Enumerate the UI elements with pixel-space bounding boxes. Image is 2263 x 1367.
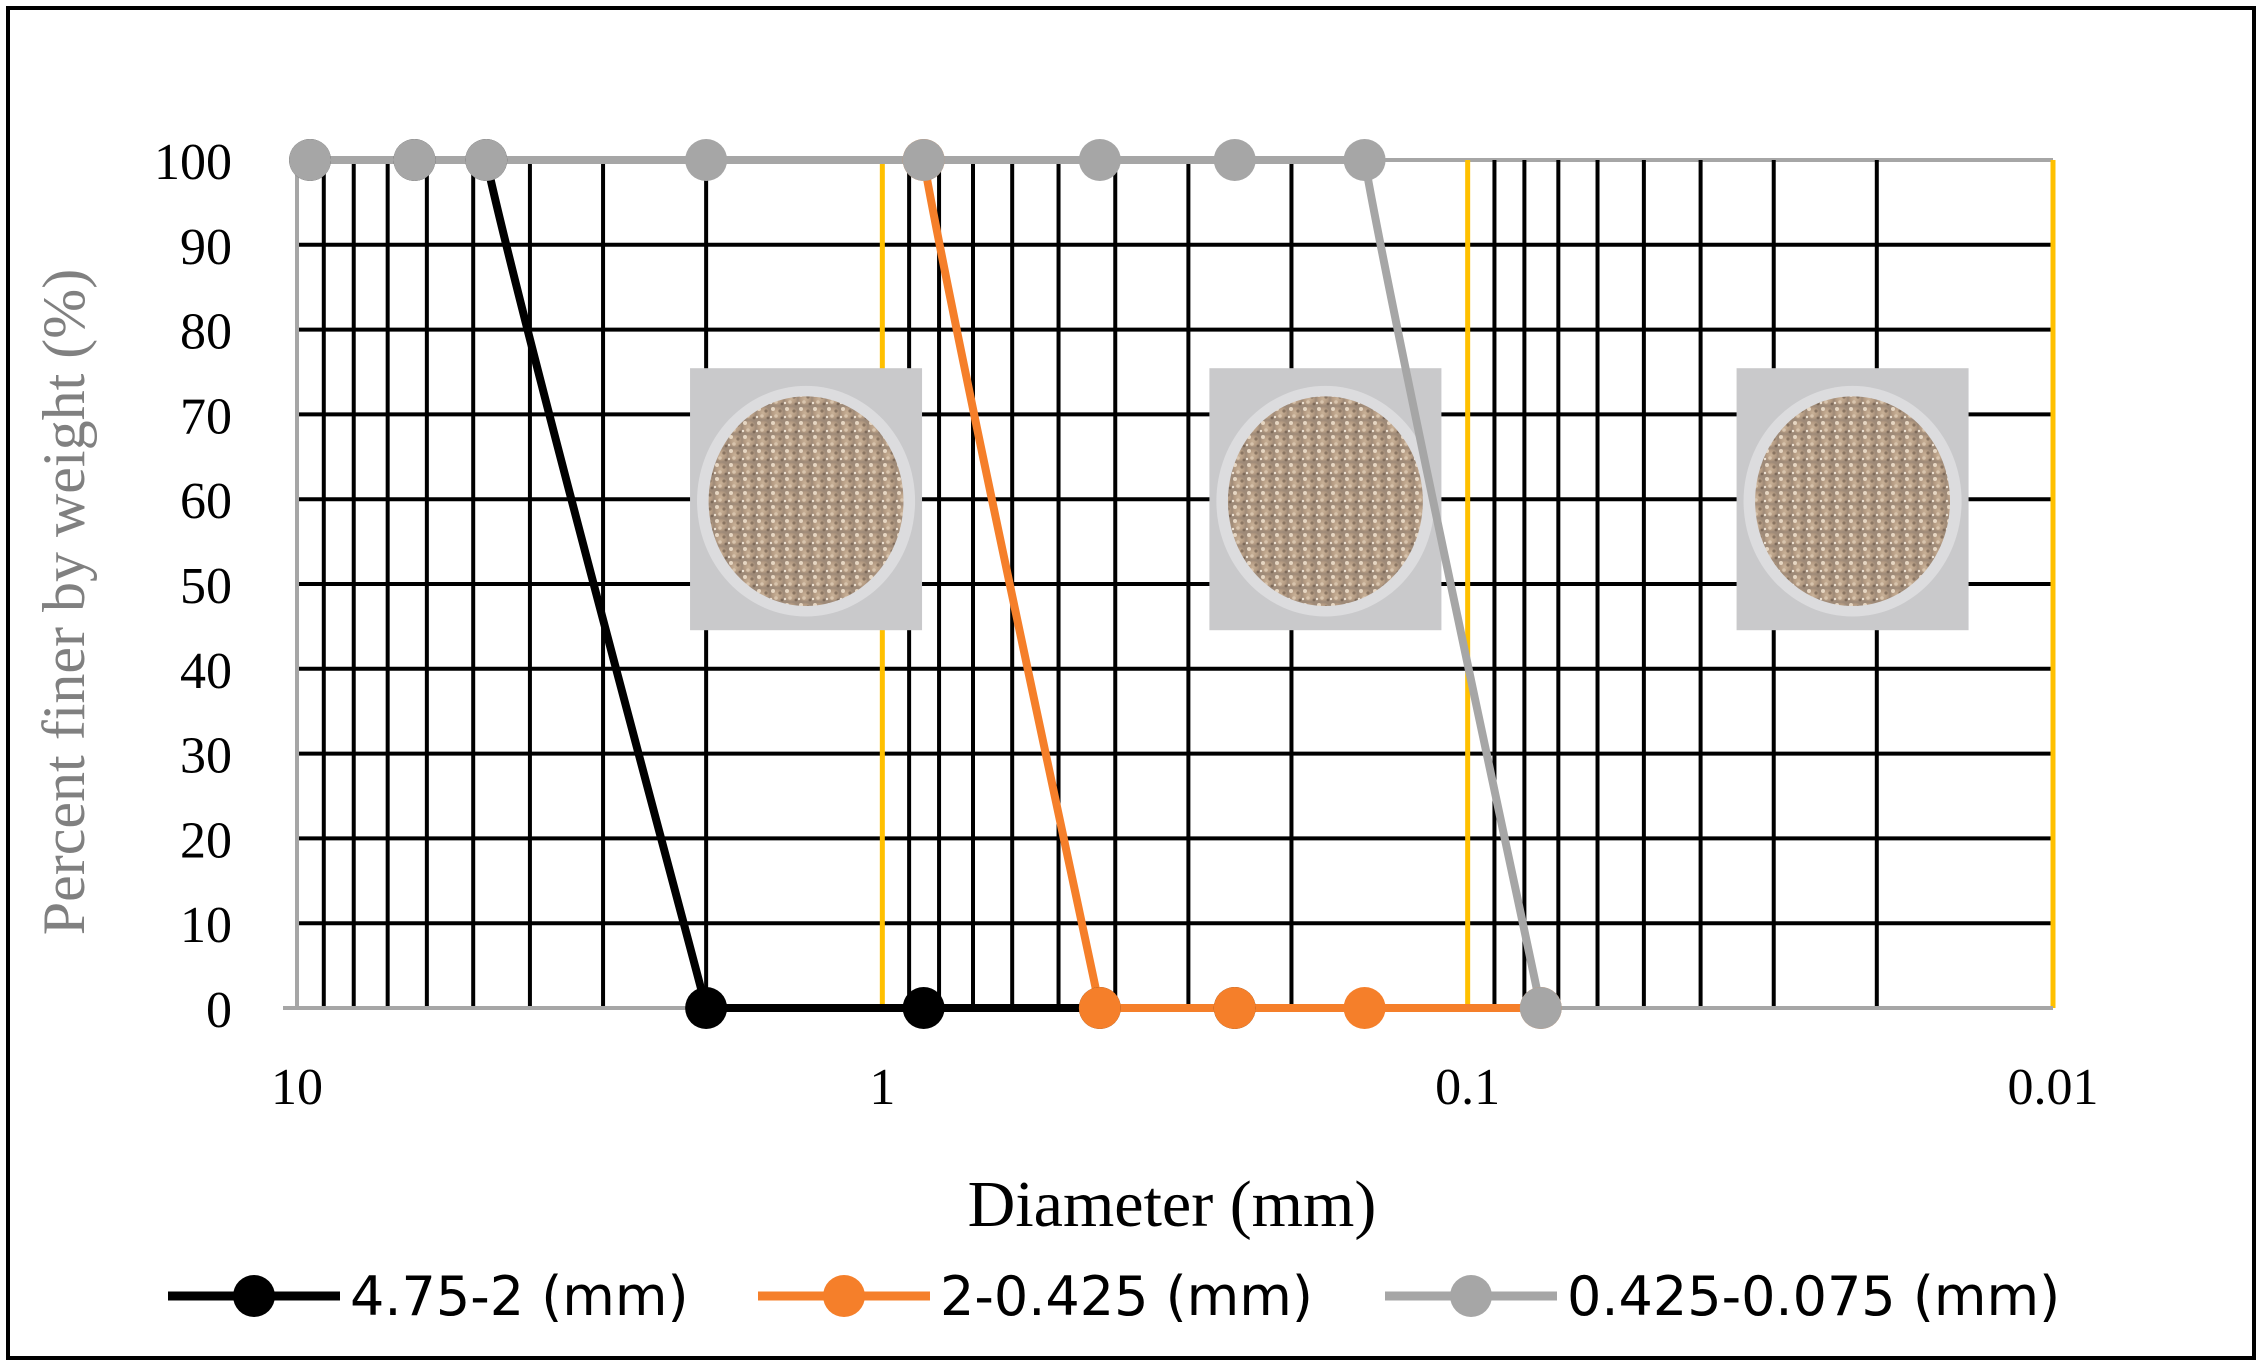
sample-photo-2-0.425 — [1209, 368, 1442, 631]
x-tick-labels: 10 1 0.1 0.01 — [271, 1059, 2099, 1116]
legend: 4.75-2 (mm) 2-0.425 (mm) 0.425-0.075 (mm) — [168, 1265, 2060, 1328]
data-point — [1343, 987, 1386, 1029]
sample-photo-0.425-0.075 — [1736, 368, 1969, 631]
y-tick-label: 90 — [180, 219, 232, 276]
y-tick-label: 0 — [206, 982, 232, 1039]
x-tick-label: 10 — [271, 1059, 323, 1116]
data-point — [902, 987, 945, 1029]
x-tick-label: 0.1 — [1435, 1059, 1500, 1116]
y-tick-label: 20 — [180, 812, 232, 869]
data-point — [1213, 987, 1256, 1029]
legend-swatch-marker — [823, 1275, 865, 1317]
photo-sand — [1227, 396, 1423, 606]
y-tick-label: 80 — [180, 304, 232, 361]
data-point — [1519, 987, 1562, 1029]
x-axis-title: Diameter (mm) — [968, 1168, 1377, 1241]
data-point — [1078, 987, 1121, 1029]
data-point — [685, 139, 728, 181]
data-point — [1343, 139, 1386, 181]
legend-item: 0.425-0.075 (mm) — [1385, 1265, 2060, 1328]
y-tick-label: 50 — [180, 558, 232, 615]
photo-sand — [708, 396, 904, 606]
y-tick-label: 10 — [180, 897, 232, 954]
series-lines — [306, 156, 1545, 1012]
legend-item: 4.75-2 (mm) — [168, 1265, 689, 1328]
y-tick-label: 70 — [180, 388, 232, 445]
y-tick-label: 100 — [154, 134, 232, 191]
chart-frame — [6, 6, 2256, 1360]
legend-label: 0.425-0.075 (mm) — [1567, 1265, 2060, 1328]
legend-item: 2-0.425 (mm) — [758, 1265, 1313, 1328]
y-tick-label: 40 — [180, 643, 232, 700]
y-tick-labels: 0 10 20 30 40 50 60 70 80 90 100 — [154, 134, 232, 1039]
sample-photo-4.75-2 — [690, 368, 923, 631]
legend-label: 4.75-2 (mm) — [350, 1265, 689, 1328]
y-axis-title: Percent finer by weight (%) — [31, 269, 97, 935]
data-point — [685, 987, 728, 1029]
photo-sand — [1755, 396, 1951, 606]
x-tick-label: 0.01 — [2008, 1059, 2099, 1116]
legend-label: 2-0.425 (mm) — [940, 1265, 1313, 1328]
data-point — [465, 139, 508, 181]
sample-photos — [690, 368, 1969, 631]
data-point — [393, 139, 436, 181]
series-line-1 — [919, 156, 1545, 1012]
series-line-0 — [306, 156, 1239, 1012]
y-tick-label: 60 — [180, 473, 232, 530]
data-point — [289, 139, 332, 181]
y-tick-label: 30 — [180, 728, 232, 785]
data-point — [1213, 139, 1256, 181]
legend-swatch-marker — [1450, 1275, 1492, 1317]
data-point — [1078, 139, 1121, 181]
series-markers — [289, 139, 1562, 1029]
series-line-2 — [306, 156, 1545, 1012]
data-point — [902, 139, 945, 181]
x-tick-label: 1 — [869, 1059, 895, 1116]
legend-swatch-marker — [233, 1275, 275, 1317]
